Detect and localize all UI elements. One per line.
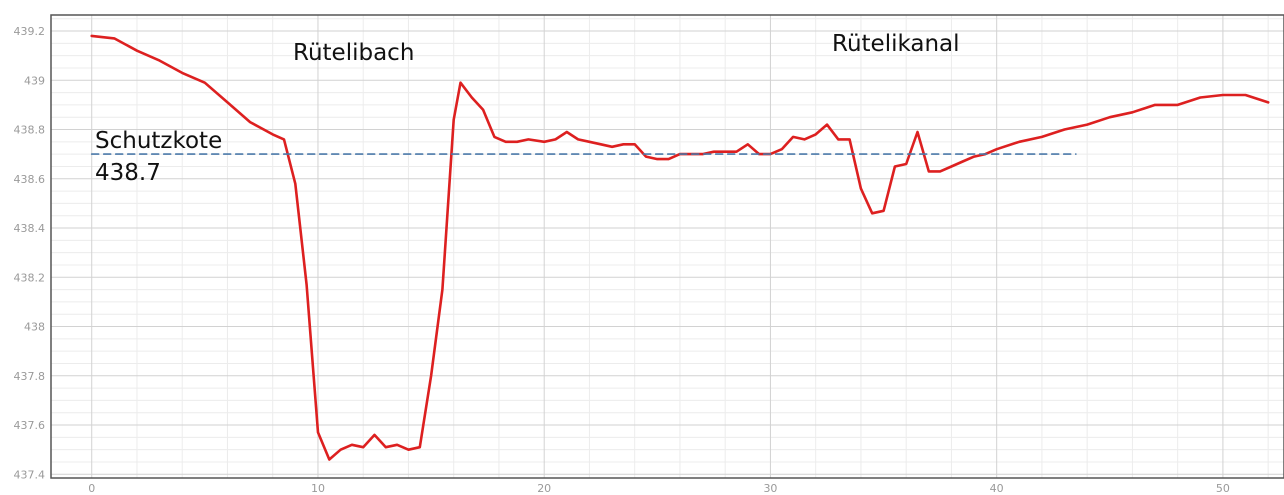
y-tick-label: 437.6 xyxy=(14,419,46,432)
x-tick-label: 10 xyxy=(311,482,325,495)
x-tick-label: 0 xyxy=(88,482,95,495)
x-tick-label: 40 xyxy=(990,482,1004,495)
x-tick-label: 30 xyxy=(763,482,777,495)
x-tick-label: 50 xyxy=(1216,482,1230,495)
y-tick-label: 438.8 xyxy=(14,124,46,137)
y-tick-label: 438.4 xyxy=(14,222,46,235)
plot-area xyxy=(51,15,1284,478)
y-tick-label: 437.4 xyxy=(14,468,46,481)
y-tick-label: 438.6 xyxy=(14,173,46,186)
y-tick-label: 437.8 xyxy=(14,370,46,383)
y-tick-label: 439.2 xyxy=(14,25,46,38)
y-tick-label: 438.2 xyxy=(14,271,46,284)
y-tick-label: 439 xyxy=(24,74,45,87)
profile-line xyxy=(90,34,1270,461)
x-tick-label: 20 xyxy=(537,482,551,495)
y-tick-label: 438 xyxy=(24,321,45,334)
plot-frame xyxy=(50,14,1284,479)
